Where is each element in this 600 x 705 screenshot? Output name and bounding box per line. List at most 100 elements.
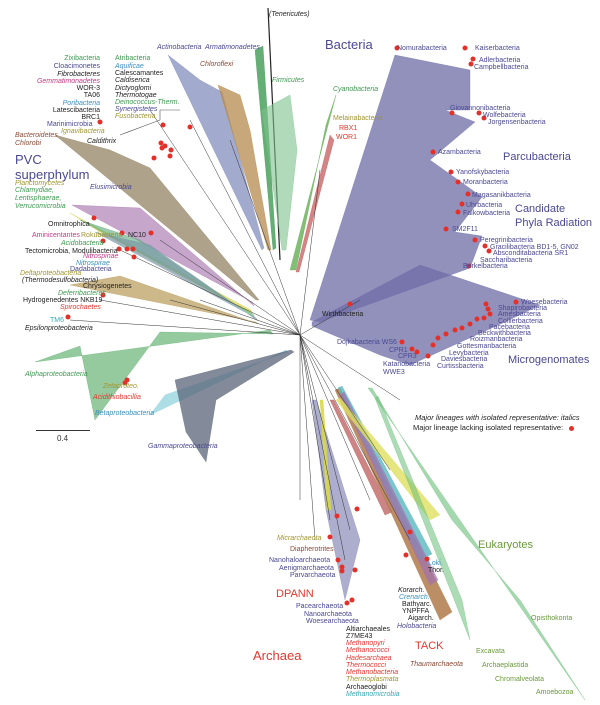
tree-branch — [169, 299, 301, 336]
taxon-label: Katanobacteria — [383, 361, 431, 368]
uncultivated-lineage-dot-icon — [148, 230, 154, 236]
uncultivated-lineage-dot-icon — [407, 529, 413, 535]
taxon-label: Moranbacteria — [463, 179, 508, 186]
uncultivated-lineage-dot-icon — [430, 342, 436, 348]
taxon-label: Bathyarc. — [402, 601, 432, 608]
gammaproteobacteria-clade — [174, 349, 295, 463]
scale-bar-label: 0.4 — [57, 434, 69, 443]
taxon-label: Nanohaloarchaeota — [269, 557, 331, 564]
taxon-label: Wolfebacteria — [483, 112, 526, 119]
legend-dot-note: Major lineage lacking isolated represent… — [413, 423, 564, 432]
uncultivated-lineage-dot-icon — [159, 145, 165, 151]
taxon-label: PVC — [15, 152, 42, 167]
taxon-label: Amoebozoa — [536, 689, 574, 696]
taxon-label: Holobacteria — [397, 623, 437, 630]
taxon-label: CPR3 — [398, 353, 417, 360]
uncultivated-lineage-dot-icon — [459, 325, 465, 331]
taxon-label: Elusimicrobia — [90, 184, 132, 191]
taxon-label: Spirochaetes — [60, 304, 101, 311]
taxon-label: Caldiserica — [115, 77, 150, 84]
uncultivated-lineage-dot-icon — [486, 248, 492, 254]
taxon-label: Daviesbacteria — [441, 356, 488, 363]
tree-branch — [69, 319, 301, 336]
taxon-label: Dadabacteria — [70, 266, 112, 273]
uncultivated-lineage-dot-icon — [354, 506, 360, 512]
uncultivated-lineage-dot-icon — [435, 335, 441, 341]
tree-branch — [299, 334, 391, 471]
tree-branch — [199, 299, 301, 336]
taxon-label: Fusobacteria — [115, 113, 156, 120]
taxon-label: Cyanobacteria — [333, 86, 379, 93]
taxon-label: Giovannonibacteria — [450, 105, 511, 112]
uncultivated-lineage-dot-icon — [349, 597, 355, 603]
taxon-label: RBX1 — [339, 125, 358, 132]
taxon-label: Aenigmarchaeota — [279, 565, 334, 572]
taxon-label: Marinimicrobia — [47, 121, 93, 128]
bacteroidetes-clade — [54, 134, 260, 301]
taxon-label: Alphaproteobacteria — [25, 371, 88, 378]
taxon-label: Nomurabacteria — [397, 45, 447, 52]
uncultivated-lineage-dot-icon — [455, 179, 461, 185]
taxon-label: Lentisphaerae, — [15, 195, 62, 202]
uncultivated-lineage-dot-icon — [459, 201, 465, 207]
taxon-label: DPANN — [276, 588, 314, 600]
tree-branch — [119, 249, 301, 336]
taxon-label: Magasanikbacteria — [472, 192, 531, 199]
taxon-label: Ignavibacteria — [61, 128, 105, 135]
taxon-label: Armatimonadetes — [205, 44, 260, 51]
uncultivated-lineage-dot-icon — [131, 254, 137, 260]
taxon-label: Caldithrix — [87, 138, 117, 145]
taxon-label: Crenarch. — [399, 594, 430, 601]
taxon-label: Uhrbacteria — [466, 202, 503, 209]
uncultivated-lineage-dot-icon — [448, 169, 454, 175]
uncultivated-lineage-dot-icon — [476, 110, 482, 116]
tree-branch — [299, 169, 321, 336]
taxon-label: TM6 — [50, 317, 64, 324]
taxon-label: Dictyoglomi — [115, 85, 152, 92]
taxon-label: BRC1 — [81, 114, 100, 121]
taxon-label: Aminicentantes — [32, 232, 80, 239]
uncultivated-lineage-dot-icon — [130, 246, 136, 252]
taxon-label: Omnitrophica — [48, 221, 90, 228]
uncultivated-lineage-dot-icon — [483, 301, 489, 307]
taxon-label: Melainabacteria — [333, 115, 383, 122]
taxon-label: Methanococci — [346, 647, 390, 654]
taxon-label: Actinobacteria — [157, 44, 202, 51]
uncultivated-lineage-dot-icon — [425, 353, 431, 359]
taxon-label: Chlorobi — [15, 140, 42, 147]
uncultivated-lineage-dot-icon — [335, 557, 341, 563]
taxon-label: Parvarchaeota — [290, 572, 336, 579]
eukaryotes-clade — [367, 387, 586, 701]
taxon-label: Chloroflexi — [200, 61, 234, 68]
uncultivated-lineage-dot-icon — [465, 191, 471, 197]
taxon-label: Nitrospirae — [76, 260, 110, 267]
taxon-label: Saccharibacteria — [480, 257, 533, 264]
taxon-label: Micrarchaeota — [277, 535, 322, 542]
uncultivated-lineage-dot-icon — [403, 552, 409, 558]
taxon-label: Aigarch. — [408, 615, 434, 622]
taxon-label: Altiarchaeales — [346, 626, 390, 633]
tree-branch — [299, 334, 346, 561]
taxon-label: Excavata — [476, 648, 505, 655]
armatimonadetes-clade — [254, 45, 277, 251]
tree-branch — [299, 334, 351, 531]
taxon-label: Chlamydiae, — [15, 187, 54, 194]
taxon-label: Peregrinibacteria — [480, 237, 533, 244]
taxon-label: Epsilonproteobacteria — [25, 325, 93, 332]
taxon-label: Fibrobacteres — [57, 71, 100, 78]
micrarchaeota-clade — [319, 399, 332, 511]
taxon-label: Deferribacteres — [58, 290, 106, 297]
taxon-label: Candidate — [515, 203, 566, 215]
taxon-label: Chrysiogenetes — [83, 283, 132, 290]
taxon-label: Campbellbacteria — [474, 64, 529, 71]
taxon-label: Pacebacteria — [489, 324, 530, 331]
taxon-label: Parcubacteria — [503, 151, 571, 163]
taxon-label: Methanopyri — [346, 640, 385, 647]
taxon-label: Eukaryotes — [478, 539, 534, 551]
uncultivated-lineage-dot-icon — [158, 140, 164, 146]
taxon-label: Korarch. — [398, 587, 425, 594]
taxon-label: Azambacteria — [438, 149, 481, 156]
taxon-label: WWE3 — [383, 369, 405, 376]
taxon-label: Deinococcus-Therm. — [115, 99, 180, 106]
